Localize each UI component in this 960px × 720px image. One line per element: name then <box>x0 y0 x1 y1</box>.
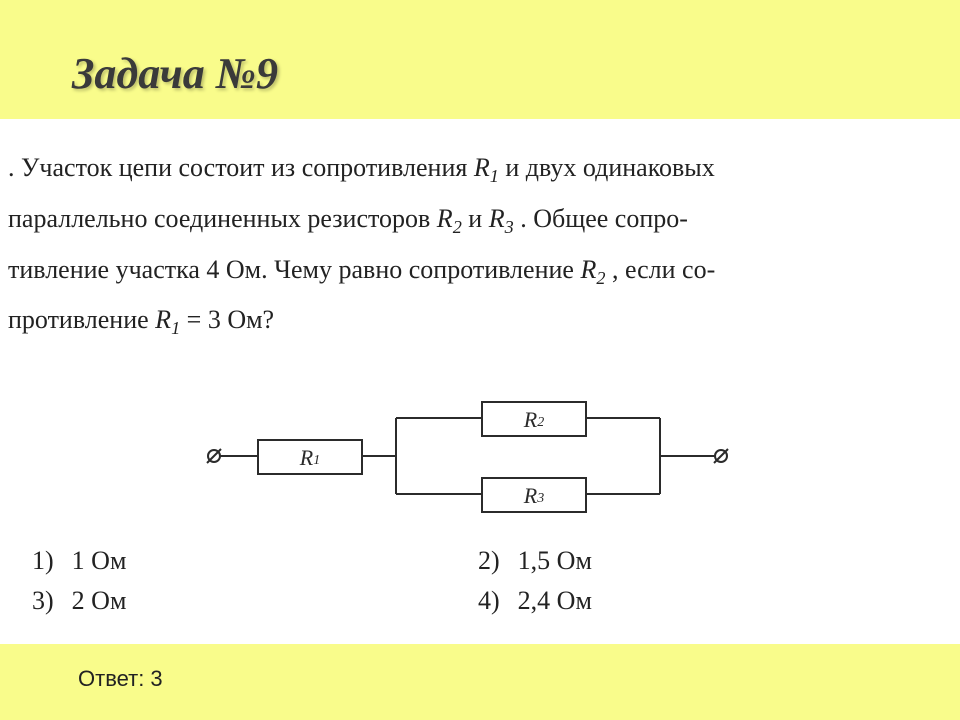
answer-line: Ответ: 3 <box>0 644 960 692</box>
sym-r2: R <box>437 204 453 233</box>
option-2-num: 2) <box>478 546 518 575</box>
text-p2b: и <box>462 204 489 233</box>
option-3-val: 2 Ом <box>72 586 127 615</box>
option-1-val: 1 Ом <box>72 546 127 575</box>
sym-r1b-sub: 1 <box>171 318 180 338</box>
answer-options: 1)1 Ом 2)1,5 Ом 3)2 Ом 4)2,4 Ом <box>8 546 924 616</box>
option-3-num: 3) <box>32 586 72 615</box>
sym-r1-sub: 1 <box>490 166 499 186</box>
sym-r1b: R <box>155 305 171 334</box>
problem-text: . Участок цепи состоит из сопротивления … <box>8 143 924 346</box>
text-p4b: = 3 Ом? <box>180 305 274 334</box>
sym-r2-sub: 2 <box>453 217 462 237</box>
text-p2a: параллельно соединенных резисторов <box>8 204 437 233</box>
leading-dot: . <box>8 153 15 182</box>
sym-r1: R <box>474 153 490 182</box>
text-p2c: . Общее сопро- <box>514 204 688 233</box>
option-1-num: 1) <box>32 546 72 575</box>
option-4-val: 2,4 Ом <box>518 586 592 615</box>
text-p3b: , если со- <box>605 255 715 284</box>
option-2-val: 1,5 Ом <box>518 546 592 575</box>
slide-title: Задача №9 <box>72 48 960 99</box>
option-4: 4)2,4 Ом <box>478 586 884 616</box>
option-3: 3)2 Ом <box>32 586 438 616</box>
text-p3: тивление участка 4 Ом. Чему равно сопрот… <box>8 255 580 284</box>
content-panel: . Участок цепи состоит из сопротивления … <box>0 119 960 644</box>
text-p1a: Участок цепи состоит из сопротивления <box>21 153 474 182</box>
option-2: 2)1,5 Ом <box>478 546 884 576</box>
sym-r3: R <box>489 204 505 233</box>
option-4-num: 4) <box>478 586 518 615</box>
text-p4a: противление <box>8 305 155 334</box>
option-1: 1)1 Ом <box>32 546 438 576</box>
sym-r3-sub: 3 <box>505 217 514 237</box>
circuit-diagram: R1R2R3 <box>186 374 746 524</box>
text-p1b: и двух одинаковых <box>499 153 715 182</box>
sym-r2b: R <box>580 255 596 284</box>
